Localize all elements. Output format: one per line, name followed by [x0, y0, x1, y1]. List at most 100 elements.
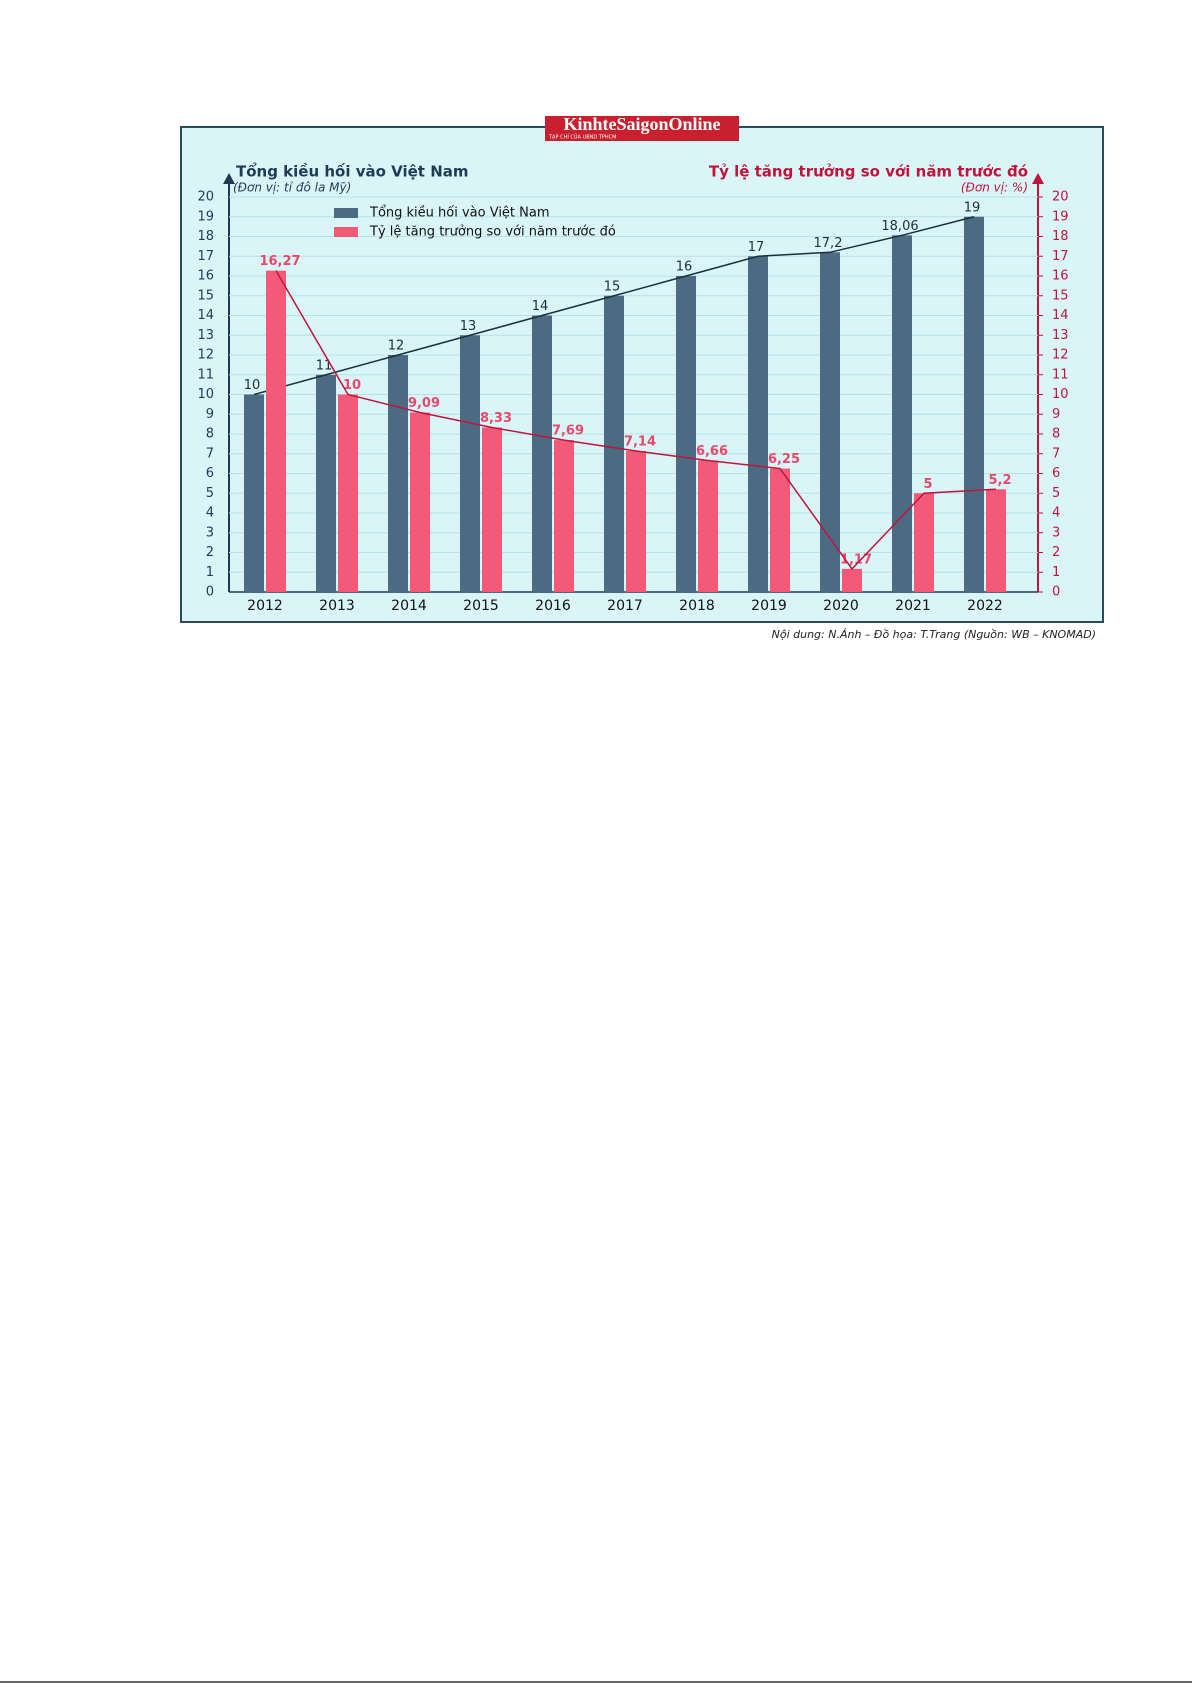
y-tick-label: 13	[197, 328, 214, 343]
y-tick-label: 5	[206, 486, 214, 501]
logo-box	[545, 116, 739, 141]
bar	[698, 460, 718, 592]
data-label: 11	[316, 358, 333, 373]
y-tick-label: 0	[206, 585, 214, 600]
bar	[554, 440, 574, 592]
y2-tick-label: 0	[1052, 585, 1060, 600]
data-label: 12	[388, 339, 405, 354]
y-tick-label: 8	[206, 427, 214, 442]
x-tick-label: 2022	[967, 598, 1003, 614]
y2-axis-arrow	[1032, 173, 1044, 184]
bar	[604, 295, 624, 592]
y-tick-label: 17	[197, 249, 214, 264]
y-tick-label: 2	[206, 545, 214, 560]
trend-line	[253, 216, 975, 396]
data-label: 9,09	[408, 396, 440, 411]
y-axis-subtitle: (Đơn vị: tỉ đô la Mỹ)	[233, 181, 351, 195]
x-tick-label: 2016	[535, 598, 571, 614]
logo: KinhteSaigonOnline	[563, 114, 720, 134]
y-tick-label: 18	[197, 229, 214, 244]
data-label: 13	[460, 319, 477, 334]
x-tick-label: 2012	[247, 598, 283, 614]
y2-tick-label: 15	[1052, 288, 1069, 303]
y2-axis-title: Tỷ lệ tăng trưởng so với năm trước đó	[709, 163, 1028, 181]
bar	[964, 216, 984, 592]
data-label: 10	[343, 378, 361, 393]
legend-swatch	[334, 208, 358, 218]
legend-label: Tỷ lệ tăng trưởng so với năm trước đó	[369, 225, 616, 240]
y2-tick-label: 18	[1052, 229, 1069, 244]
data-label: 19	[964, 200, 981, 215]
bar	[986, 489, 1006, 592]
y-tick-label: 12	[197, 348, 214, 363]
y-tick-label: 3	[206, 525, 214, 540]
y-axis-title: Tổng kiều hối vào Việt Nam	[236, 162, 469, 181]
trend-line	[275, 270, 997, 571]
y-tick-label: 4	[206, 506, 214, 521]
y2-tick-label: 9	[1052, 407, 1060, 422]
y2-tick-label: 5	[1052, 486, 1060, 501]
data-label: 5	[923, 477, 932, 492]
y2-tick-label: 13	[1052, 328, 1069, 343]
data-label: 14	[532, 299, 549, 314]
data-label: 17,2	[814, 236, 843, 251]
bar	[244, 394, 264, 592]
y-tick-label: 11	[197, 367, 214, 382]
x-tick-label: 2021	[895, 598, 931, 614]
bar	[748, 256, 768, 592]
bar	[626, 450, 646, 592]
bar	[482, 427, 502, 592]
y2-tick-label: 8	[1052, 427, 1060, 442]
bar	[388, 355, 408, 592]
bar	[820, 252, 840, 593]
bar	[266, 270, 286, 592]
data-label: 7,69	[552, 424, 584, 439]
data-label: 5,2	[988, 473, 1011, 488]
data-label: 8,33	[480, 411, 512, 426]
x-tick-label: 2014	[391, 598, 427, 614]
bar	[316, 374, 336, 592]
y2-tick-label: 17	[1052, 249, 1069, 264]
bar	[410, 412, 430, 592]
bar	[770, 468, 790, 592]
y2-tick-label: 12	[1052, 348, 1069, 363]
bar	[676, 276, 696, 592]
y-tick-label: 20	[197, 190, 214, 205]
data-label: 10	[244, 378, 261, 393]
data-label: 7,14	[624, 434, 656, 449]
data-label: 16,27	[259, 254, 300, 269]
y-tick-label: 15	[197, 288, 214, 303]
logo-tagline: TẠP CHÍ CỦA UBND TPHCM	[548, 133, 616, 141]
y2-tick-label: 19	[1052, 209, 1069, 224]
y2-tick-label: 6	[1052, 466, 1060, 481]
y2-tick-label: 20	[1052, 190, 1069, 205]
data-label: 6,25	[768, 452, 800, 467]
y-tick-label: 1	[206, 565, 214, 580]
caption: Nội dung: N.Ánh – Đồ họa: T.Trang (Nguồn…	[772, 628, 1096, 641]
x-tick-label: 2013	[319, 598, 355, 614]
y2-tick-label: 14	[1052, 308, 1069, 323]
bar	[532, 315, 552, 592]
bar	[914, 493, 934, 592]
y2-tick-label: 16	[1052, 269, 1069, 284]
legend-label: Tổng kiều hối vào Việt Nam	[369, 206, 550, 221]
x-tick-label: 2019	[751, 598, 787, 614]
y-tick-label: 16	[197, 269, 214, 284]
data-label: 18,06	[881, 219, 918, 234]
bar	[842, 568, 862, 592]
data-label: 17	[748, 240, 765, 255]
data-label: 16	[676, 260, 693, 275]
data-label: 15	[604, 279, 621, 294]
y2-axis-subtitle: (Đơn vị: %)	[961, 181, 1028, 195]
bar	[338, 394, 358, 592]
legend-swatch	[334, 227, 358, 237]
y-tick-label: 14	[197, 308, 214, 323]
y2-tick-label: 1	[1052, 565, 1060, 580]
y-tick-label: 10	[197, 387, 214, 402]
y-axis-arrow	[223, 173, 235, 184]
data-label: 6,66	[696, 444, 728, 459]
bar	[892, 235, 912, 592]
y-tick-label: 7	[206, 446, 214, 461]
